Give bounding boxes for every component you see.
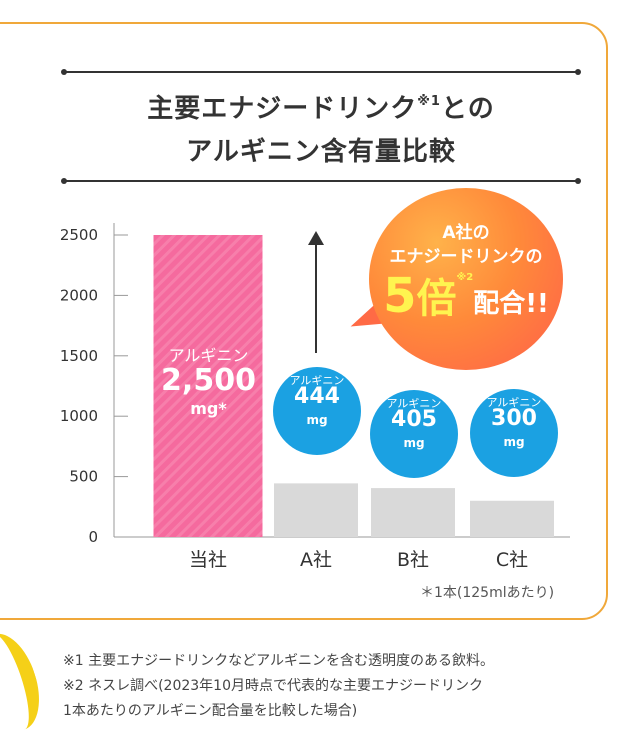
- unit-note: ＊1本(125mlあたり): [420, 585, 555, 601]
- arrow-head: [308, 231, 324, 245]
- bar-label-value-own: 2,500: [161, 363, 256, 398]
- y-tick-label-1: 500: [69, 468, 98, 486]
- bar-2: [371, 488, 455, 537]
- badge-value-b: 405: [391, 407, 437, 432]
- bar-3: [470, 500, 554, 537]
- value-badge-a: アルギニン 444 mg: [273, 367, 361, 455]
- x-tick-label-3: C社: [496, 549, 528, 571]
- badge-value-c: 300: [491, 406, 537, 431]
- value-badge-c: アルギニン 300 mg: [470, 389, 558, 477]
- callout-line2: エナジードリンクの: [389, 247, 543, 267]
- x-tick-label-1: A社: [300, 549, 332, 571]
- x-tick-label-0: 当社: [189, 549, 227, 571]
- bar-label-name-own: アルギニン: [168, 346, 249, 365]
- badge-unit-a: mg: [306, 413, 328, 427]
- title-rule-bottom: [61, 178, 581, 184]
- callout-multiplier: 5倍※2配合!!: [383, 268, 549, 324]
- bar-0: [153, 235, 263, 537]
- title-rule-top: [61, 69, 581, 75]
- callout-burst: A社の エナジードリンクの 5倍※2配合!!: [369, 188, 563, 370]
- y-tick-label-4: 2000: [60, 286, 98, 304]
- footnote-1: ※1 主要エナジードリンクなどアルギニンを含む透明度のある飲料。: [63, 653, 494, 669]
- x-tick-label-2: B社: [397, 549, 429, 571]
- y-tick-label-3: 1500: [60, 347, 98, 365]
- y-tick-label-0: 0: [88, 528, 98, 546]
- footnote-3: 1本あたりのアルギニン配合量を比較した場合): [63, 703, 358, 719]
- callout-line1: A社の: [442, 223, 490, 243]
- badge-unit-b: mg: [403, 436, 425, 450]
- value-badge-b: アルギニン 405 mg: [370, 390, 458, 478]
- y-tick-label-2: 1000: [60, 407, 98, 425]
- badge-label-b: アルギニン: [386, 397, 442, 410]
- badge-label-a: アルギニン: [289, 374, 345, 387]
- chart-title-line2: アルギニン含有量比較: [186, 137, 456, 167]
- badge-unit-c: mg: [503, 435, 525, 449]
- footnote-2: ※2 ネスレ調べ(2023年10月時点で代表的な主要エナジードリンク: [63, 678, 483, 694]
- bar-1: [274, 483, 358, 537]
- y-tick-label-5: 2500: [60, 226, 98, 244]
- chart-title-line1: 主要エナジードリンク※1との: [147, 94, 495, 124]
- bar-label-unit-own: mg*: [190, 399, 227, 418]
- bar-chart: 0 500 1000 1500 2000 2500 当社 A社 B社 C社: [60, 223, 570, 571]
- badge-label-c: アルギニン: [486, 396, 542, 409]
- badge-value-a: 444: [294, 384, 340, 409]
